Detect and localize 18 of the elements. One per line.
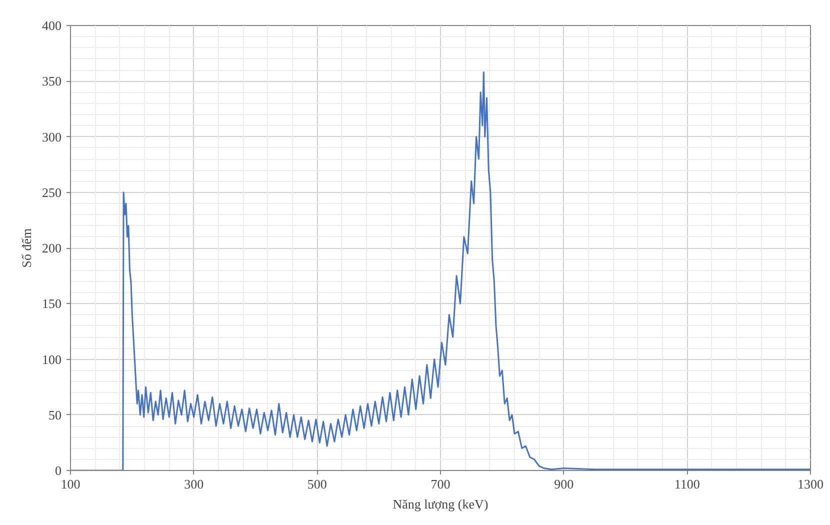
y-tick-label: 100 (42, 352, 62, 367)
y-tick-label: 400 (42, 18, 62, 33)
y-tick-label: 0 (55, 463, 62, 478)
x-tick-label: 100 (60, 476, 80, 492)
y-tick-label: 250 (42, 184, 62, 200)
x-tick-label: 1300 (798, 476, 824, 492)
x-tick-label: 500 (307, 476, 327, 492)
x-tick-label: 900 (554, 476, 574, 492)
y-tick-label: 50 (48, 407, 62, 422)
y-tick-label: 300 (42, 129, 62, 144)
y-axis-title: Số đếm (19, 228, 34, 268)
x-axis-title: Năng lượng (keV) (392, 496, 488, 512)
x-tick-label: 300 (184, 476, 204, 492)
x-tick-label: 700 (430, 476, 450, 492)
y-tick-label: 150 (42, 296, 62, 312)
x-tick-label: 1100 (674, 476, 700, 492)
y-tick-label: 200 (42, 240, 62, 256)
y-tick-label: 350 (42, 74, 62, 89)
